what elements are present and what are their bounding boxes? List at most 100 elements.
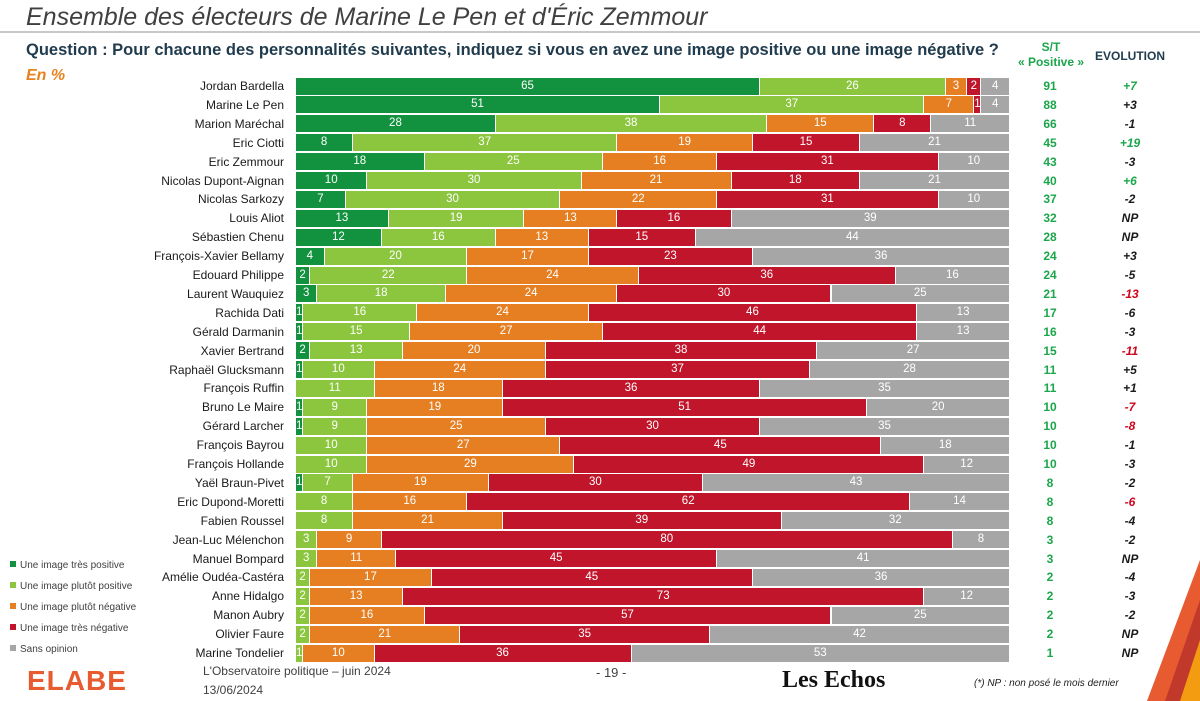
st-positive-value: 91 xyxy=(1043,79,1057,93)
bar-segment: 30 xyxy=(545,417,761,435)
bar-segment: 37 xyxy=(660,96,925,114)
bar-segment: 65 xyxy=(296,77,761,95)
bar-segment: 27 xyxy=(367,436,561,454)
evolution-value: -13 xyxy=(1121,286,1139,301)
evolution-value: -1 xyxy=(1124,116,1136,131)
chart-legend: Une image très positive Une image plutôt … xyxy=(10,560,136,665)
st-positive-value: 10 xyxy=(1043,438,1057,453)
bar-segment: 8 xyxy=(296,134,354,152)
bar-segment: 2 xyxy=(296,568,311,586)
bar-segment: 16 xyxy=(603,153,718,171)
footer-date: 13/06/2024 xyxy=(203,683,264,697)
row-label: Anne Hidalgo xyxy=(211,589,284,604)
row-label: Raphaël Glucksmann xyxy=(169,362,284,377)
bar-segment: 30 xyxy=(345,190,561,208)
evolution-value: -3 xyxy=(1124,457,1136,471)
bar-segment: 24 xyxy=(445,285,618,303)
bar-segment: 3 xyxy=(945,77,968,95)
bar-segment: 1 xyxy=(296,304,304,322)
bar-segment: 80 xyxy=(381,531,953,549)
row-label: François-Xavier Bellamy xyxy=(153,249,284,264)
bar-segment: 10 xyxy=(938,153,1010,171)
bar-segment: 19 xyxy=(367,398,504,416)
bar-segment: 16 xyxy=(303,304,418,322)
bar-segment: 35 xyxy=(460,625,711,643)
bar-segment: 31 xyxy=(717,153,939,171)
bar-segment: 42 xyxy=(710,625,1010,643)
bar-segment: 23 xyxy=(588,247,753,265)
page-number: - 19 - xyxy=(596,665,627,680)
evolution-value: NP xyxy=(1121,230,1139,245)
st-positive-value: 32 xyxy=(1043,211,1057,226)
bar-segment: 1 xyxy=(296,644,304,662)
bar-segment: 13 xyxy=(310,342,404,360)
title-band: Ensemble des électeurs de Marine Le Pen … xyxy=(0,0,1200,33)
row-label: François Hollande xyxy=(187,457,284,471)
legend-item: Une image très positive xyxy=(10,560,136,581)
bar-segment: 24 xyxy=(374,361,546,378)
st-positive-value: 8 xyxy=(1046,475,1054,490)
row-label: Manon Aubry xyxy=(213,608,284,623)
bar-segment: 30 xyxy=(488,474,703,492)
legend-label: Une image très négative xyxy=(20,623,129,634)
footnote: (*) NP : non posé le mois dernier xyxy=(974,678,1119,689)
row-label: Xavier Bertrand xyxy=(200,343,284,358)
bar-segment: 37 xyxy=(353,134,618,152)
legend-swatch xyxy=(10,561,16,568)
bar-segment: 21 xyxy=(581,172,732,189)
bar-segment: 31 xyxy=(717,190,939,208)
bar-segment: 8 xyxy=(296,512,354,530)
bar-segment: 14 xyxy=(910,493,1010,511)
bar-segment: 24 xyxy=(417,304,589,322)
bar-segment: 29 xyxy=(367,455,575,473)
evolution-value: +7 xyxy=(1123,79,1137,93)
bar-segment: 2 xyxy=(296,342,311,360)
bar-segment: 18 xyxy=(731,172,861,189)
row-label: Rachida Dati xyxy=(215,305,284,320)
bar-segment: 35 xyxy=(760,379,1010,397)
st-positive-value: 43 xyxy=(1043,154,1057,169)
bar-segment: 8 xyxy=(874,115,932,133)
bar-segment: 10 xyxy=(303,644,375,662)
st-positive-value: 3 xyxy=(1046,532,1054,547)
evolution-value: +1 xyxy=(1123,381,1137,396)
row-label: Marine Le Pen xyxy=(205,97,284,112)
column-header-st-positive: S/T « Positive » xyxy=(1010,40,1092,70)
bar-segment: 13 xyxy=(524,209,618,227)
les-echos-logo: Les Echos xyxy=(782,667,886,693)
bar-segment: 30 xyxy=(367,172,582,189)
row-label: Jordan Bardella xyxy=(199,79,284,93)
st-positive-value: 24 xyxy=(1043,268,1057,282)
evolution-value: -4 xyxy=(1124,513,1136,528)
bar-segment: 22 xyxy=(560,190,718,208)
bar-segment: 36 xyxy=(752,568,1010,586)
evolution-value: -3 xyxy=(1124,324,1136,339)
row-label: Jean-Luc Mélenchon xyxy=(172,532,284,547)
question-text: Question : Pour chacune des personnalité… xyxy=(26,41,999,59)
st-positive-value: 11 xyxy=(1043,381,1057,396)
bar-segment: 28 xyxy=(810,361,1010,378)
bar-segment: 26 xyxy=(760,77,946,95)
bar-segment: 10 xyxy=(296,172,368,189)
legend-item: Une image plutôt positive xyxy=(10,581,136,602)
st-positive-value: 45 xyxy=(1043,135,1057,150)
st-positive-value: 8 xyxy=(1046,513,1054,528)
bar-segment: 25 xyxy=(831,606,1010,624)
bar-segment: 13 xyxy=(917,304,1010,322)
evolution-value: -7 xyxy=(1124,400,1136,415)
bar-segment: 10 xyxy=(296,436,368,454)
bar-segment: 16 xyxy=(381,228,496,246)
st-positive-value: 66 xyxy=(1043,116,1057,131)
row-label: Edouard Philippe xyxy=(192,268,284,282)
evolution-value: -1 xyxy=(1124,438,1136,453)
st-positive-value: 17 xyxy=(1043,305,1057,320)
bar-segment: 36 xyxy=(638,266,896,284)
bar-segment: 3 xyxy=(296,531,318,549)
row-label: Fabien Roussel xyxy=(200,513,284,528)
evolution-value: -4 xyxy=(1124,570,1136,585)
evolution-value: -2 xyxy=(1124,192,1136,207)
bar-segment: 12 xyxy=(924,587,1010,605)
bar-segment: 45 xyxy=(560,436,882,454)
bar-segment: 2 xyxy=(296,625,311,643)
legend-swatch xyxy=(10,582,16,589)
